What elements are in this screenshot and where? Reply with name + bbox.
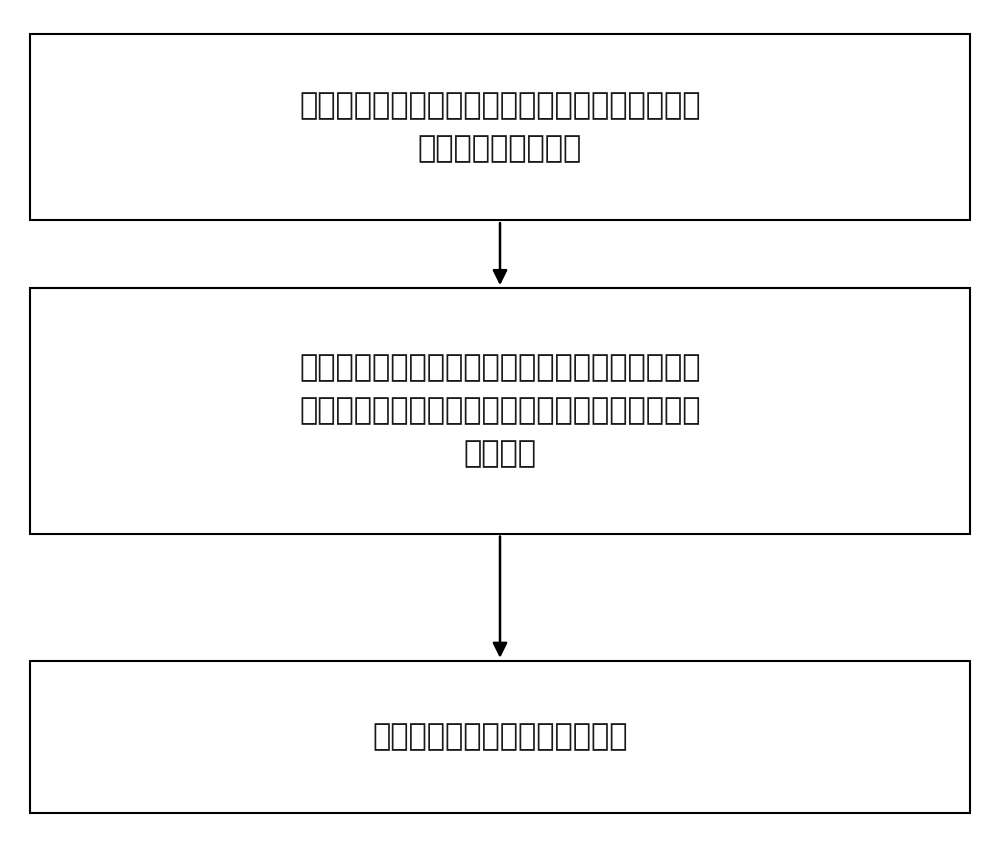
Text: 在所述沟槽内部依次制备屏蔽电极、浮空电极，所
述屏蔽电极位于沟槽中部，所述浮空电极位于屏蔽
电极两侧: 在所述沟槽内部依次制备屏蔽电极、浮空电极，所 述屏蔽电极位于沟槽中部，所述浮空电… xyxy=(299,353,701,468)
Text: 在半导体衬底上淀积第一导电类型的外延层，在所
述外延层上形成沟槽: 在半导体衬底上淀积第一导电类型的外延层，在所 述外延层上形成沟槽 xyxy=(299,91,701,163)
Bar xyxy=(30,661,970,813)
Bar xyxy=(30,288,970,534)
Text: 在所述沟槽顶部制备沟槽栅电极: 在所述沟槽顶部制备沟槽栅电极 xyxy=(372,722,628,751)
Bar xyxy=(30,34,970,220)
